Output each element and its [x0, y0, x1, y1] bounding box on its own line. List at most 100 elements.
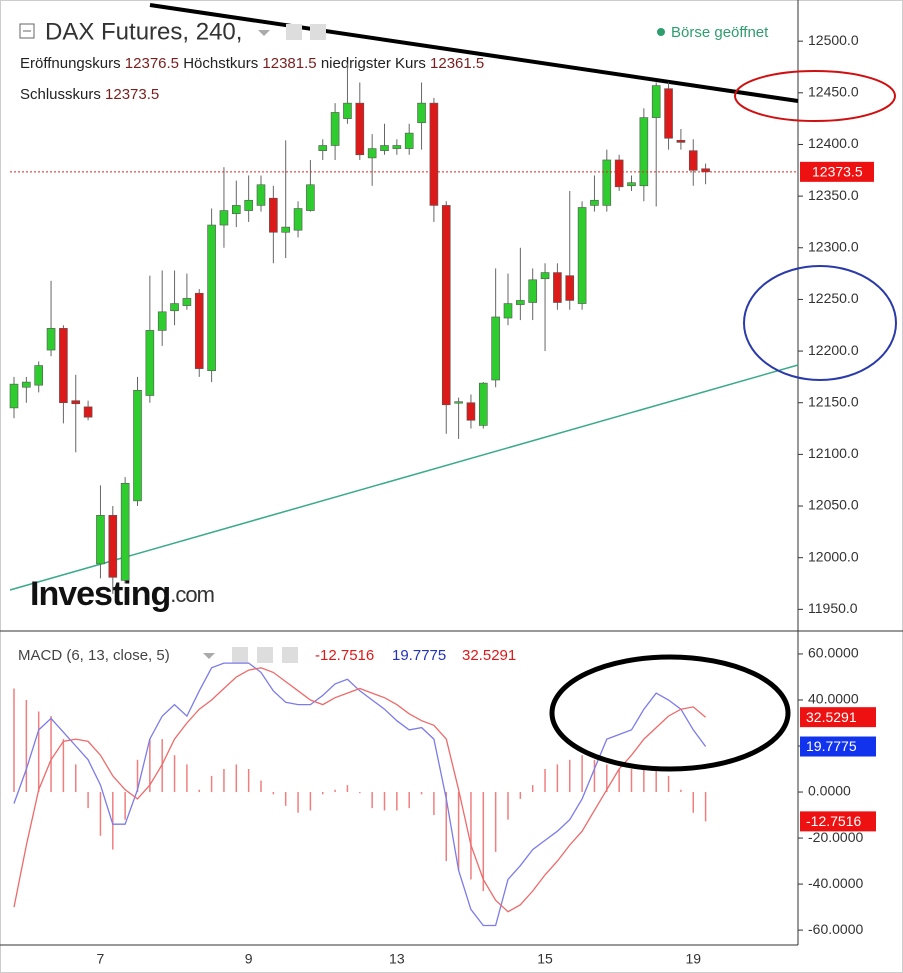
chart-title: DAX Futures, 240,	[45, 18, 242, 45]
y-tick-label: 12450.0	[808, 84, 859, 100]
last-price-box	[800, 161, 874, 182]
candle-body	[528, 279, 538, 303]
market-status: Börse geöffnet	[671, 24, 769, 41]
highlight-ellipse	[743, 265, 897, 381]
close-icon[interactable]	[282, 647, 298, 663]
candle-body	[478, 382, 488, 426]
x-tick-label: 7	[97, 951, 105, 967]
candle-body	[602, 159, 612, 206]
histogram-value: -12.7516	[315, 647, 374, 664]
logo: Investing.com	[30, 575, 214, 613]
candle-body	[664, 88, 673, 139]
candle-body	[182, 298, 192, 306]
candle-body	[34, 365, 44, 386]
candle-body	[120, 483, 130, 581]
candle-body	[145, 330, 155, 396]
dropdown-icon[interactable]	[203, 653, 215, 659]
y-tick-label: 12300.0	[808, 238, 859, 254]
candle-body	[417, 102, 426, 124]
candle-body	[194, 292, 204, 369]
candle-body	[466, 402, 476, 421]
macd-value: 19.7775	[392, 647, 446, 664]
y-tick-label: 40.0000	[808, 691, 859, 707]
y-tick-label: 12150.0	[808, 393, 859, 409]
candle-body	[454, 401, 463, 404]
candle-body	[651, 85, 661, 118]
candle-body	[219, 210, 229, 226]
macd-title: MACD (6, 13, close, 5)	[18, 647, 170, 664]
candle-body	[441, 205, 451, 406]
candle-body	[392, 145, 402, 149]
value-box-label: 32.5291	[806, 709, 857, 725]
ohlc-line: Eröffnungskurs 12376.5 Höchstkurs 12381.…	[20, 55, 484, 72]
candle-body	[429, 102, 439, 206]
visibility-icon[interactable]	[232, 647, 248, 663]
candle-body	[170, 303, 179, 312]
candle-body	[269, 197, 278, 233]
candle-body	[22, 381, 31, 388]
candle-body	[491, 316, 500, 381]
y-tick-label: -40.0000	[808, 875, 863, 891]
candle-body	[676, 140, 686, 143]
value-box-label: 19.7775	[806, 738, 857, 754]
candle-body	[367, 148, 377, 159]
label: Eröffnungskurs	[20, 55, 121, 72]
y-tick-label: 12100.0	[808, 445, 859, 461]
candle-body	[639, 117, 649, 187]
y-tick-label: 12400.0	[808, 135, 859, 151]
x-tick-label: 13	[389, 951, 405, 967]
highlight-ellipse	[549, 654, 791, 772]
candle-body	[565, 275, 575, 301]
macd-line	[13, 662, 707, 927]
y-tick-label: -20.0000	[808, 829, 863, 845]
candle-body	[306, 184, 315, 211]
y-tick-label: 60.0000	[808, 645, 859, 661]
value: 12376.5	[125, 55, 179, 72]
candle-body	[281, 226, 291, 233]
candle-body	[380, 145, 389, 151]
candle-body	[516, 300, 525, 305]
candle-body	[59, 328, 68, 404]
value-box	[800, 707, 876, 728]
collapse-icon[interactable]	[19, 23, 35, 39]
settings-icon[interactable]	[257, 647, 273, 663]
resistance-line	[149, 3, 799, 103]
candle-body	[614, 159, 624, 188]
candle-body	[83, 406, 93, 418]
y-tick-label: -60.0000	[808, 921, 863, 937]
y-tick-label: 12000.0	[808, 548, 859, 564]
y-tick-label: 12200.0	[808, 342, 859, 358]
candle-body	[553, 272, 562, 303]
candle-body	[207, 224, 216, 372]
macd-line	[13, 667, 707, 913]
value: 12381.5	[262, 55, 316, 72]
highlight-ellipse	[734, 70, 896, 122]
candle-body	[688, 150, 698, 171]
value-box	[800, 811, 876, 832]
candle-body	[540, 272, 550, 280]
candle-body	[404, 132, 414, 149]
label: Schlusskurs	[20, 86, 101, 103]
y-tick-label: 12250.0	[808, 290, 859, 306]
settings-icon[interactable]	[286, 24, 302, 40]
close-line: Schlusskurs 12373.5	[20, 86, 159, 103]
candle-body	[46, 328, 56, 351]
y-tick-label: 11950.0	[808, 600, 858, 616]
candle-body	[343, 102, 352, 119]
dropdown-icon[interactable]	[258, 30, 270, 36]
candle-body	[577, 207, 587, 304]
candle-body	[256, 184, 266, 206]
y-tick-label: 12050.0	[808, 497, 859, 513]
value: 12361.5	[430, 55, 484, 72]
close-icon[interactable]	[310, 24, 326, 40]
candle-body	[96, 515, 105, 565]
value-box	[800, 736, 876, 757]
signal-value: 32.5291	[462, 647, 516, 664]
candle-body	[503, 303, 513, 319]
support-line	[9, 364, 799, 591]
y-tick-label: 12350.0	[808, 187, 859, 203]
x-tick-label: 9	[245, 951, 253, 967]
candle-body	[355, 102, 365, 156]
candle-body	[627, 182, 636, 187]
candle-body	[590, 199, 599, 206]
